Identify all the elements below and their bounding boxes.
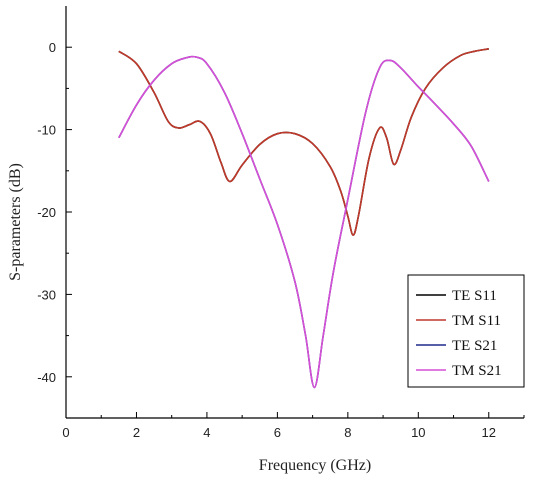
legend-label: TM S21: [452, 363, 502, 379]
y-tick-label: -40: [37, 370, 56, 385]
legend-label: TE S21: [452, 338, 497, 354]
y-tick-label: 0: [49, 40, 56, 55]
series-line-tm-s21: [118, 55, 490, 389]
series-layer: [118, 48, 490, 389]
x-tick-label: 0: [62, 425, 69, 440]
x-axis-title: Frequency (GHz): [259, 457, 371, 474]
legend-label: TE S11: [452, 288, 497, 304]
y-tick-label: -10: [37, 123, 56, 138]
x-tick-label: 12: [482, 425, 496, 440]
y-axis-title: S-parameters (dB): [7, 163, 24, 281]
legend: TE S11 TM S11 TE S21 TM S21: [407, 274, 525, 388]
x-tick-label: 6: [274, 425, 281, 440]
x-tick-label: 8: [344, 425, 351, 440]
y-tick-label: -30: [37, 287, 56, 302]
axes-layer: 0 2 4 6 8 10 12 0 -10 -20 -30 -40: [37, 6, 525, 440]
y-tick-label: -20: [37, 205, 56, 220]
legend-label: TM S11: [452, 313, 501, 329]
x-tick-label: 4: [203, 425, 210, 440]
x-tick-label: 10: [411, 425, 425, 440]
x-tick-label: 2: [133, 425, 140, 440]
legend-box: [407, 274, 525, 388]
series-line-tm-s11: [118, 48, 489, 236]
